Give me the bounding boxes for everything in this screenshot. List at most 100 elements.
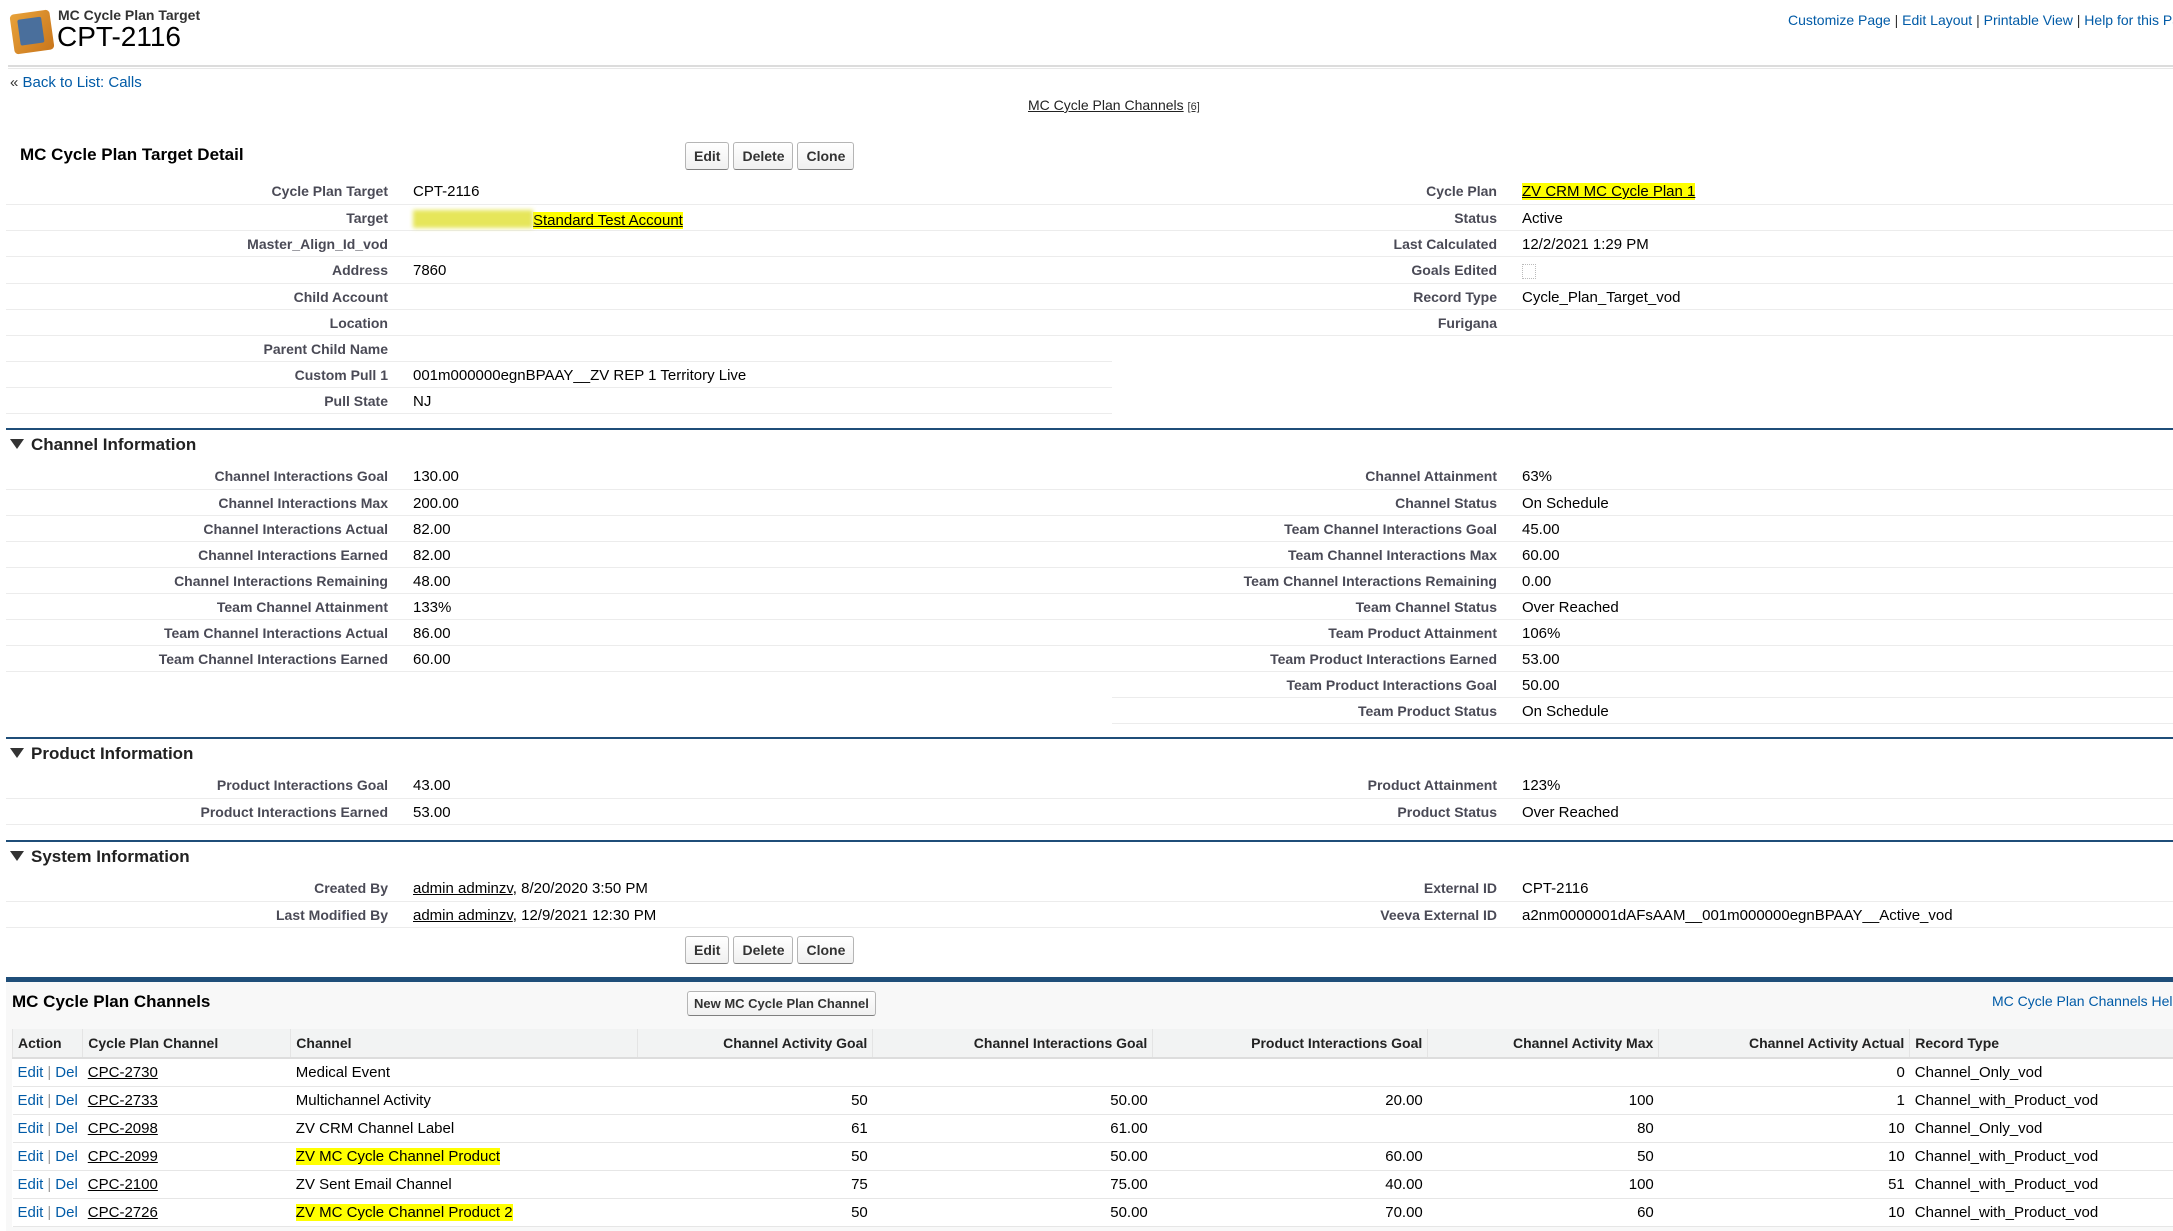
action-separator: |	[47, 1091, 52, 1109]
column-header[interactable]: Channel	[290, 1029, 638, 1059]
delete-row-link[interactable]: Del	[55, 1119, 78, 1137]
cell-activity-actual: 10	[1658, 1198, 1910, 1227]
clone-button[interactable]: Clone	[797, 142, 855, 170]
clone-button[interactable]: Clone	[797, 936, 855, 964]
section-product-information[interactable]: Product Information	[10, 744, 193, 764]
field-value-text: 12/2/2021 1:29 PM	[1522, 235, 1649, 253]
system-info-fields: Created By admin adminzv, 8/20/2020 3:50 …	[6, 875, 2173, 928]
section-title: Channel Information	[31, 435, 197, 454]
field-row: Team Channel Interactions Actual 86.00 Tea…	[6, 619, 2173, 646]
field-value-text: 60.00	[1522, 546, 1560, 564]
breadcrumb: « Back to List: Calls	[10, 74, 142, 91]
cell-value: 50	[1637, 1147, 1654, 1165]
column-header[interactable]: Action	[11, 1029, 83, 1059]
field-value-text: 45.00	[1522, 520, 1560, 538]
field-row: Target Standard Test Account Status Active	[6, 204, 2173, 231]
cell-activity-max: 80	[1427, 1114, 1659, 1143]
field-value-link[interactable]: admin adminzv	[413, 906, 513, 924]
related-link-channels[interactable]: MC Cycle Plan Channels	[1028, 97, 1184, 113]
column-header[interactable]: Cycle Plan Channel	[82, 1029, 291, 1059]
object-type: MC Cycle Plan Target	[58, 7, 201, 23]
field-row: Last Modified By admin adminzv, 12/9/2021…	[6, 901, 2173, 928]
record-link[interactable]: CPC-2733	[87, 1091, 158, 1109]
field-value: CPT-2116	[1513, 875, 2173, 902]
edit-row-link[interactable]: Edit	[17, 1175, 44, 1193]
cell-value: 75.00	[1110, 1175, 1148, 1193]
field-row: Team Channel Attainment 133% Team Channel …	[6, 593, 2173, 620]
delete-row-link[interactable]: Del	[55, 1203, 78, 1221]
record-link[interactable]: CPC-2098	[87, 1119, 158, 1137]
field-label: Team Product Attainment	[1112, 619, 1513, 646]
delete-row-link[interactable]: Del	[55, 1147, 78, 1165]
record-link[interactable]: CPC-2100	[87, 1175, 158, 1193]
field-label: Veeva External ID	[1112, 901, 1513, 928]
field-value-link[interactable]: ZV CRM MC Cycle Plan 1	[1522, 183, 1696, 200]
collapse-triangle-icon[interactable]	[10, 439, 24, 449]
edit-row-link[interactable]: Edit	[17, 1203, 44, 1221]
edit-row-link[interactable]: Edit	[17, 1119, 44, 1137]
new-channel-button[interactable]: New MC Cycle Plan Channel	[687, 991, 876, 1016]
cell-value: Channel_Only_vod	[1914, 1119, 2043, 1137]
printable-view-link[interactable]: Printable View	[1983, 12, 2073, 28]
section-system-information[interactable]: System Information	[10, 847, 190, 867]
field-label: Team Channel Status	[1112, 593, 1513, 620]
column-header[interactable]: Channel Activity Max	[1427, 1029, 1659, 1059]
field-value: 001m000000egnBPAAY__ZV REP 1 Territory L…	[404, 361, 1112, 388]
field-value-text: 60.00	[413, 650, 451, 668]
field-value-text: On Schedule	[1522, 702, 1609, 720]
goals-edited-checkbox[interactable]	[1522, 263, 1536, 279]
edit-layout-link[interactable]: Edit Layout	[1902, 12, 1973, 28]
column-header[interactable]: Channel Activity Goal	[637, 1029, 873, 1059]
field-row: Pull State NJ	[6, 387, 2173, 414]
field-value-link[interactable]: Standard Test Account	[533, 211, 683, 229]
field-row: Master_Align_Id_vod Last Calculated 12/2/2…	[6, 230, 2173, 257]
delete-row-link[interactable]: Del	[55, 1175, 78, 1193]
cell-channel: Medical Event	[290, 1058, 638, 1087]
edit-row-link[interactable]: Edit	[17, 1091, 44, 1109]
cell-record-type: Channel_with_Product_vod	[1909, 1142, 2173, 1171]
customize-page-link[interactable]: Customize Page	[1788, 12, 1891, 28]
column-header[interactable]: Record Type	[1909, 1029, 2173, 1059]
field-value-link[interactable]: admin adminzv	[413, 880, 513, 897]
record-link[interactable]: CPC-2730	[87, 1063, 158, 1081]
column-header[interactable]: Channel Activity Actual	[1658, 1029, 1910, 1059]
field-value: 82.00	[404, 541, 1112, 568]
column-header[interactable]: Product Interactions Goal	[1152, 1029, 1428, 1059]
delete-button[interactable]: Delete	[733, 142, 794, 170]
edit-row-link[interactable]: Edit	[17, 1063, 44, 1081]
cell-activity-goal	[637, 1058, 873, 1087]
field-value: 45.00	[1513, 515, 2173, 542]
field-label: Team Channel Interactions Max	[1112, 541, 1513, 568]
field-label: Child Account	[6, 283, 404, 310]
action-cell: Edit | Del	[12, 1142, 83, 1171]
record-link[interactable]: CPC-2099	[87, 1147, 158, 1165]
field-row: Product Interactions Goal 43.00 Product At…	[6, 772, 2173, 799]
section-divider	[6, 840, 2173, 842]
record-link[interactable]: CPC-2726	[87, 1203, 158, 1221]
delete-row-link[interactable]: Del	[55, 1091, 78, 1109]
field-label: Channel Attainment	[1112, 463, 1513, 490]
field-value: 60.00	[1513, 541, 2173, 568]
field-label	[6, 697, 404, 723]
field-value-text: a2nm0000001dAFsAAM__001m000000egnBPAAY__…	[1522, 906, 1953, 924]
field-value: ZV CRM MC Cycle Plan 1	[1513, 178, 2173, 205]
field-value: 130.00	[404, 463, 1112, 490]
column-header[interactable]: Channel Interactions Goal	[872, 1029, 1153, 1059]
help-link[interactable]: Help for this Page	[2084, 12, 2173, 28]
collapse-triangle-icon[interactable]	[10, 748, 24, 758]
related-list-help-link[interactable]: MC Cycle Plan Channels Help	[1992, 993, 2173, 1009]
edit-button[interactable]: Edit	[685, 936, 730, 964]
collapse-triangle-icon[interactable]	[10, 851, 24, 861]
field-label: Team Product Status	[1112, 697, 1513, 724]
field-value: admin adminzv, 12/9/2021 12:30 PM	[404, 901, 1112, 928]
section-channel-information[interactable]: Channel Information	[10, 435, 196, 455]
edit-row-link[interactable]: Edit	[17, 1147, 44, 1165]
field-value-text: 86.00	[413, 624, 451, 642]
back-to-list-link[interactable]: Back to List: Calls	[22, 74, 142, 91]
cell-product-goal: 70.00	[1152, 1198, 1428, 1227]
field-row: Channel Interactions Goal 130.00 Channel A…	[6, 463, 2173, 490]
delete-row-link[interactable]: Del	[55, 1063, 78, 1081]
delete-button[interactable]: Delete	[733, 936, 794, 964]
cell-product-goal: 40.00	[1152, 1170, 1428, 1199]
edit-button[interactable]: Edit	[685, 142, 730, 170]
